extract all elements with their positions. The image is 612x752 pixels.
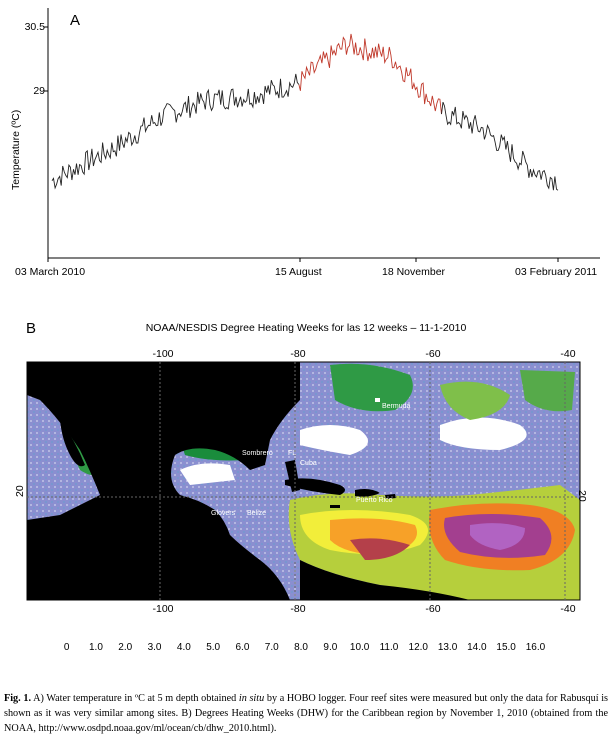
x-tick-label: 03 February 2011 [515, 266, 598, 278]
dhw-patch [470, 523, 525, 550]
legend-value-label: 4.0 [176, 642, 191, 653]
legend-value-label: 6.0 [235, 642, 250, 653]
legend-value-label: 0 [63, 642, 70, 653]
longitude-label-bottom: -80 [290, 603, 306, 615]
legend-value-label: 7.0 [264, 642, 279, 653]
place-label-puerto-rico: Puerto Rico [356, 497, 393, 504]
x-tick-label: 03 March 2010 [15, 266, 86, 278]
figure-caption: Fig. 1. A) Water temperature in ºC at 5 … [4, 692, 608, 736]
legend-value-label: 11.0 [379, 642, 399, 653]
dhw-map [26, 361, 581, 601]
land-mass-jamaica [330, 505, 340, 508]
latitude-label-right: 20 [576, 490, 588, 502]
place-label-glovers: Glovers [211, 510, 236, 517]
panel-a-letter: A [70, 12, 81, 29]
land-mass-south-america [300, 560, 470, 600]
legend-value-label: 9.0 [323, 642, 338, 653]
longitude-label-top: -100 [152, 348, 174, 360]
land-mass-puerto-rico [385, 494, 396, 499]
longitude-label-bottom: -60 [425, 603, 441, 615]
map-frame [26, 361, 581, 601]
temperature-series-highlight [298, 33, 442, 115]
temperature-line-chart [44, 8, 600, 262]
dhw-patch [440, 381, 510, 420]
caption-text: by a HOBO logger. Four reef sites were m… [4, 693, 608, 734]
legend-value-label: 8.0 [294, 642, 308, 653]
temperature-series [441, 101, 559, 191]
place-label-belize: Belize [247, 510, 267, 517]
x-tick-label: 18 November [382, 266, 446, 278]
legend-value-label: 14.0 [467, 642, 487, 653]
land-mass-cuba [285, 478, 345, 495]
land-mass-north-america [27, 362, 300, 600]
legend-value-label: 5.0 [206, 642, 221, 653]
longitude-label-bottom: -40 [560, 603, 576, 615]
zero-dhw-area [300, 425, 368, 455]
longitude-label-top: -60 [425, 348, 441, 360]
panel-b-letter: B [26, 320, 37, 337]
legend-value-label: 3.0 [147, 642, 162, 653]
longitude-label-top: -40 [560, 348, 576, 360]
place-label-florida: FL [288, 450, 297, 457]
place-label-bermuda: Bermuda [382, 403, 411, 410]
temperature-series [51, 73, 300, 190]
longitude-label-bottom: -100 [152, 603, 174, 615]
x-tick-label: 15 August [275, 266, 322, 278]
dhw-patch [350, 538, 410, 560]
legend-value-label: 12.0 [408, 642, 428, 653]
longitude-label-top: -80 [290, 348, 306, 360]
land-mass-baja [60, 420, 85, 467]
caption-text: A) Water temperature in ºC at 5 m depth … [31, 693, 239, 704]
latitude-label-left: 20 [14, 485, 26, 497]
legend-value-label: 10.0 [349, 642, 370, 653]
y-tick-label: 30.5 [24, 21, 45, 33]
place-label-cuba: Cuba [300, 460, 317, 467]
dhw-patch [520, 370, 575, 412]
caption-label: Fig. 1. [4, 693, 31, 704]
legend-value-label: 13.0 [437, 642, 458, 653]
dhw-patch [330, 363, 413, 412]
land-mass-hispaniola [355, 489, 380, 497]
bermuda-island [375, 398, 380, 402]
legend-value-label: 16.0 [525, 642, 546, 653]
caption-italic: in situ [238, 693, 265, 704]
legend-value-label: 2.0 [118, 642, 133, 653]
place-label-sombrero: Sombrero [242, 450, 273, 457]
y-tick-label: 29 [33, 85, 45, 97]
map-title: NOAA/NESDIS Degree Heating Weeks for las… [145, 322, 467, 334]
legend-value-label: 1.0 [88, 642, 103, 653]
legend-value-label: 15.0 [496, 642, 516, 653]
zero-dhw-area [180, 463, 235, 485]
zero-dhw-area [440, 417, 527, 450]
